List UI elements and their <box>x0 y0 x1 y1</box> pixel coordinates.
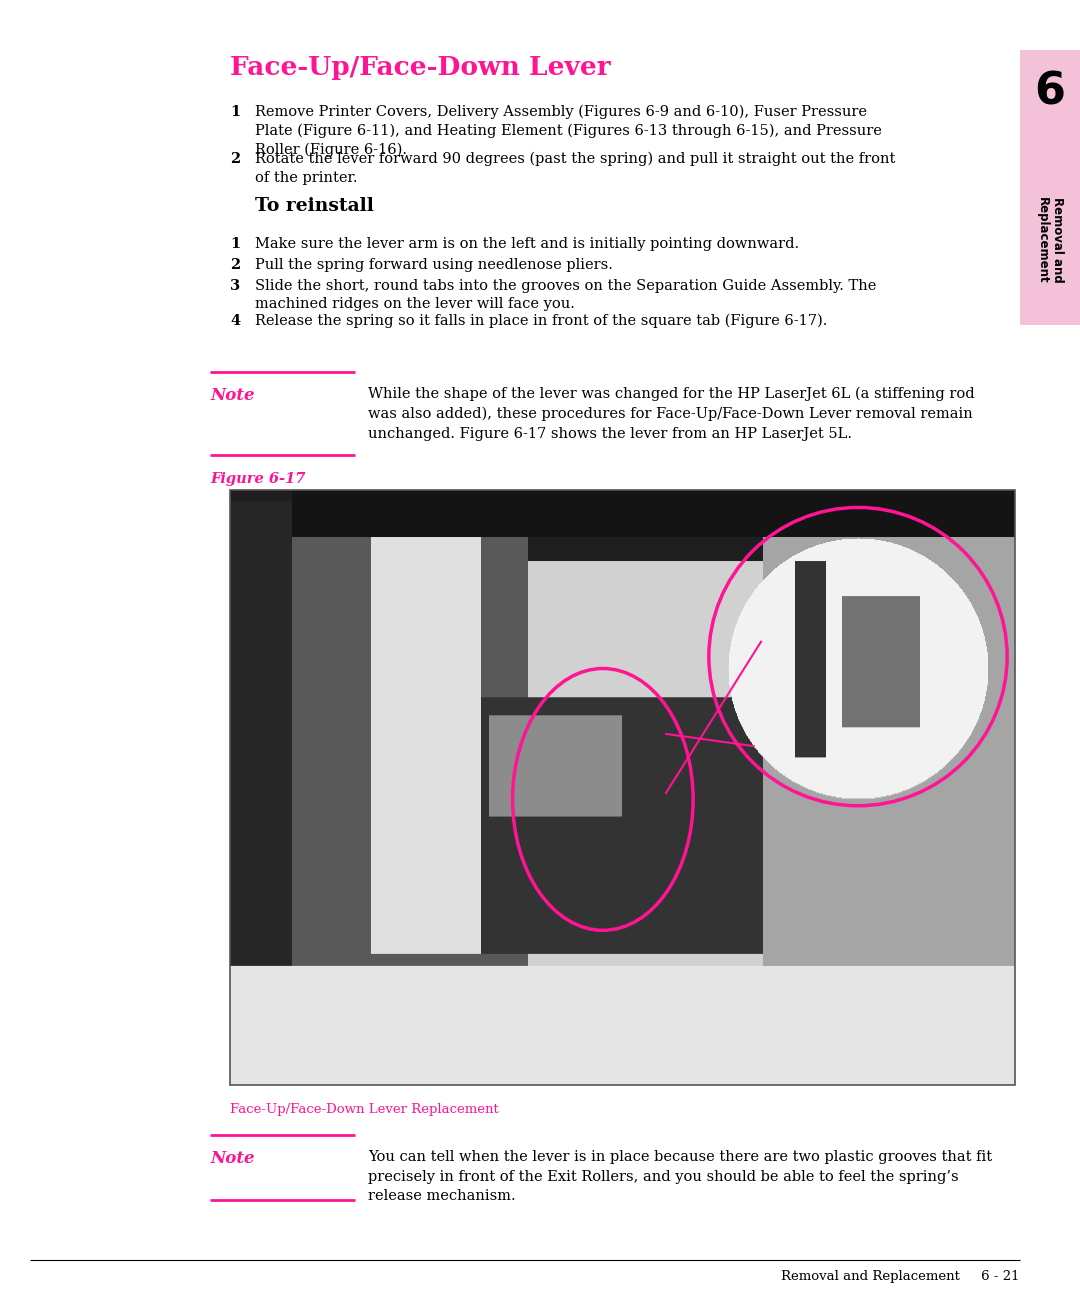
Text: To reinstall: To reinstall <box>255 197 374 215</box>
Text: You can tell when the lever is in place because there are two plastic grooves th: You can tell when the lever is in place … <box>368 1150 993 1203</box>
Text: Slide the short, round tabs into the grooves on the Separation Guide Assembly. T: Slide the short, round tabs into the gro… <box>255 279 876 311</box>
Text: 1: 1 <box>230 237 240 251</box>
Text: Note: Note <box>210 1150 255 1166</box>
Text: 4: 4 <box>230 314 240 328</box>
Text: Figure 6-17: Figure 6-17 <box>210 472 306 486</box>
Text: 2: 2 <box>230 152 240 166</box>
Text: Face-Up/Face-Down Lever Replacement: Face-Up/Face-Down Lever Replacement <box>230 1103 499 1116</box>
Text: Release the spring so it falls in place in front of the square tab (Figure 6-17): Release the spring so it falls in place … <box>255 314 827 328</box>
Text: 2: 2 <box>230 258 240 272</box>
Text: Removal and
Replacement: Removal and Replacement <box>1036 197 1064 284</box>
Text: Rotate the lever forward 90 degrees (past the spring) and pull it straight out t: Rotate the lever forward 90 degrees (pas… <box>255 152 895 185</box>
Text: Pull the spring forward using needlenose pliers.: Pull the spring forward using needlenose… <box>255 258 612 272</box>
Text: Removal and Replacement     6 - 21: Removal and Replacement 6 - 21 <box>782 1270 1020 1283</box>
Text: Face-Up/Face-Down Lever: Face-Up/Face-Down Lever <box>230 54 610 80</box>
Text: 1: 1 <box>230 105 240 119</box>
FancyBboxPatch shape <box>1020 51 1080 325</box>
Text: While the shape of the lever was changed for the HP LaserJet 6L (a stiffening ro: While the shape of the lever was changed… <box>368 388 974 441</box>
Text: 3: 3 <box>230 279 240 293</box>
Text: Remove Printer Covers, Delivery Assembly (Figures 6-9 and 6-10), Fuser Pressure
: Remove Printer Covers, Delivery Assembly… <box>255 105 882 157</box>
Text: Note: Note <box>210 388 255 404</box>
Text: 6: 6 <box>1035 70 1066 114</box>
Text: Make sure the lever arm is on the left and is initially pointing downward.: Make sure the lever arm is on the left a… <box>255 237 799 251</box>
